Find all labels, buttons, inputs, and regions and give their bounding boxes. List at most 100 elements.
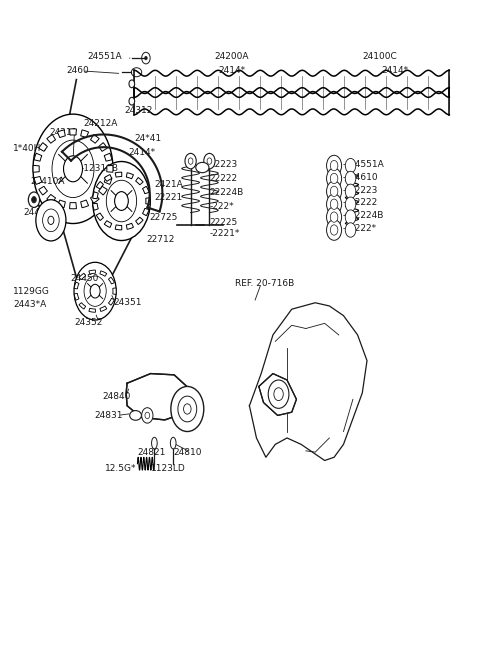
Polygon shape: [104, 177, 112, 185]
Text: 24412A: 24412A: [24, 208, 58, 217]
Text: 22224B: 22224B: [209, 187, 244, 196]
Text: - 22224B: - 22224B: [344, 212, 384, 220]
Circle shape: [345, 158, 356, 173]
Circle shape: [330, 199, 338, 210]
Polygon shape: [70, 129, 76, 135]
Circle shape: [33, 114, 113, 223]
Circle shape: [326, 168, 342, 189]
Polygon shape: [93, 192, 98, 198]
Circle shape: [142, 408, 153, 423]
Circle shape: [268, 380, 289, 409]
Text: 22225: 22225: [209, 217, 238, 227]
Polygon shape: [81, 200, 89, 208]
Polygon shape: [89, 270, 96, 274]
Polygon shape: [79, 303, 85, 309]
Circle shape: [144, 56, 147, 60]
Polygon shape: [113, 288, 116, 294]
Polygon shape: [58, 200, 65, 208]
Polygon shape: [143, 208, 149, 215]
Circle shape: [330, 225, 338, 235]
Ellipse shape: [152, 438, 157, 449]
Circle shape: [129, 97, 134, 105]
Text: 2414*: 2414*: [381, 66, 408, 76]
Circle shape: [74, 262, 116, 320]
Text: 24410A: 24410A: [31, 177, 65, 186]
Text: - 2222*: - 2222*: [344, 224, 377, 233]
Text: 22221: 22221: [155, 193, 182, 202]
Polygon shape: [100, 271, 107, 276]
Circle shape: [188, 158, 193, 164]
Polygon shape: [104, 153, 112, 161]
Circle shape: [345, 210, 356, 224]
Polygon shape: [39, 187, 48, 195]
Text: 22223: 22223: [209, 160, 238, 169]
Circle shape: [28, 192, 40, 208]
Polygon shape: [107, 166, 113, 172]
Polygon shape: [98, 143, 107, 151]
Polygon shape: [47, 135, 56, 143]
Circle shape: [142, 53, 150, 64]
Polygon shape: [93, 203, 98, 210]
Circle shape: [171, 386, 204, 432]
Text: 22712: 22712: [146, 235, 174, 244]
Circle shape: [345, 171, 356, 186]
Circle shape: [93, 162, 150, 240]
Polygon shape: [58, 130, 65, 137]
Text: - 24551A: - 24551A: [344, 160, 384, 169]
Text: 22725: 22725: [150, 214, 178, 222]
Polygon shape: [96, 181, 104, 189]
Polygon shape: [146, 198, 150, 204]
Circle shape: [115, 192, 128, 210]
Polygon shape: [90, 135, 99, 143]
Ellipse shape: [130, 411, 142, 420]
Polygon shape: [115, 172, 122, 177]
Text: 24450: 24450: [71, 274, 99, 283]
Polygon shape: [74, 282, 79, 289]
Polygon shape: [100, 306, 107, 311]
Text: 1*40HU: 1*40HU: [13, 144, 48, 152]
Text: 24840: 24840: [103, 392, 131, 401]
Circle shape: [183, 404, 191, 414]
Circle shape: [345, 197, 356, 212]
Text: 24*41: 24*41: [134, 134, 161, 143]
Circle shape: [32, 196, 36, 203]
Text: 2414*: 2414*: [219, 66, 246, 76]
Polygon shape: [143, 187, 149, 194]
Circle shape: [36, 200, 66, 241]
Circle shape: [326, 194, 342, 215]
Text: REF. 20-716B: REF. 20-716B: [235, 279, 295, 288]
Text: 2443*A: 2443*A: [13, 300, 47, 309]
Circle shape: [129, 80, 134, 87]
Polygon shape: [108, 277, 114, 284]
Text: - 24610: - 24610: [344, 173, 378, 182]
Text: 24810: 24810: [173, 447, 202, 457]
Polygon shape: [39, 143, 48, 151]
Polygon shape: [98, 187, 107, 195]
Circle shape: [330, 160, 338, 171]
Polygon shape: [34, 177, 42, 185]
Polygon shape: [259, 374, 297, 415]
Text: 24351: 24351: [113, 298, 142, 307]
Polygon shape: [33, 166, 39, 172]
Text: 1123LD: 1123LD: [151, 464, 185, 473]
Polygon shape: [126, 223, 133, 229]
Text: 24211: 24211: [49, 127, 78, 137]
Circle shape: [326, 207, 342, 227]
Text: - 22223: - 22223: [344, 185, 378, 194]
Polygon shape: [104, 175, 112, 181]
Polygon shape: [108, 298, 114, 306]
Polygon shape: [34, 153, 42, 161]
Circle shape: [63, 156, 83, 182]
Polygon shape: [81, 130, 89, 137]
Text: 24831: 24831: [94, 411, 123, 420]
Circle shape: [326, 219, 342, 240]
Polygon shape: [104, 221, 112, 227]
Text: 2460: 2460: [66, 66, 89, 76]
Circle shape: [207, 158, 212, 164]
Text: - 22222: - 22222: [344, 198, 378, 208]
Polygon shape: [136, 217, 143, 225]
Text: 24312: 24312: [125, 106, 153, 116]
Ellipse shape: [196, 162, 209, 173]
Circle shape: [330, 173, 338, 184]
Text: 2421A: 2421A: [155, 181, 183, 189]
